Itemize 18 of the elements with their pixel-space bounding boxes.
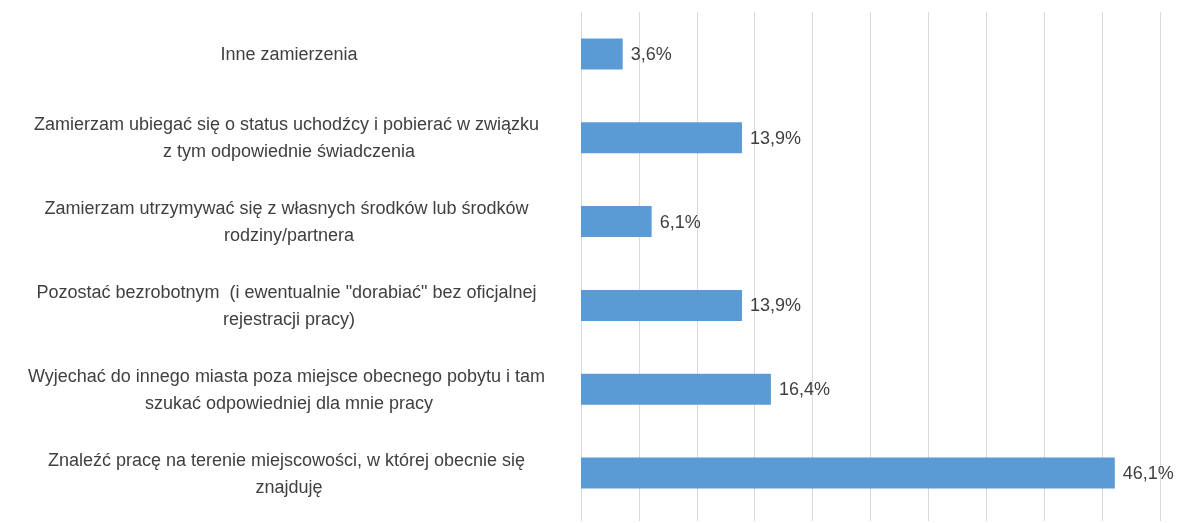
data-label: 46,1% (1122, 463, 1174, 484)
bar (581, 122, 742, 154)
bar (581, 38, 623, 70)
bar (581, 289, 742, 321)
bar (581, 457, 1115, 489)
y-tick-label: Wyjechać do innego miasta poza miejsce obecnego pobytu i tam szukać odpowiedniej dla mnie pracy (27, 365, 551, 413)
data-label: 6,1% (659, 211, 701, 232)
y-tick-label: Pozostać bezrobotnym (i ewentualnie "dorabiać" bez oficjalnej rejestracji pracy) (36, 281, 542, 329)
data-label: 13,9% (749, 295, 802, 316)
y-tick-label: Zamierzam utrzymywać się z własnych środków lub środków rodziny/partnera (44, 198, 534, 246)
bar (581, 206, 652, 238)
data-label: 16,4% (778, 379, 830, 400)
data-label: 3,6% (630, 43, 672, 64)
y-tick-label: Zamierzam ubiegać się o status uchodźcy i pobierać w związku z tym odpowiednie świadczenia (33, 114, 545, 162)
y-tick-label: Znaleźć pracę na terenie miejscowości, w której obecnie się znajduję (47, 449, 531, 497)
bar (581, 373, 771, 405)
y-tick-label: Inne zamierzenia (220, 43, 359, 64)
data-label: 13,9% (749, 127, 802, 148)
